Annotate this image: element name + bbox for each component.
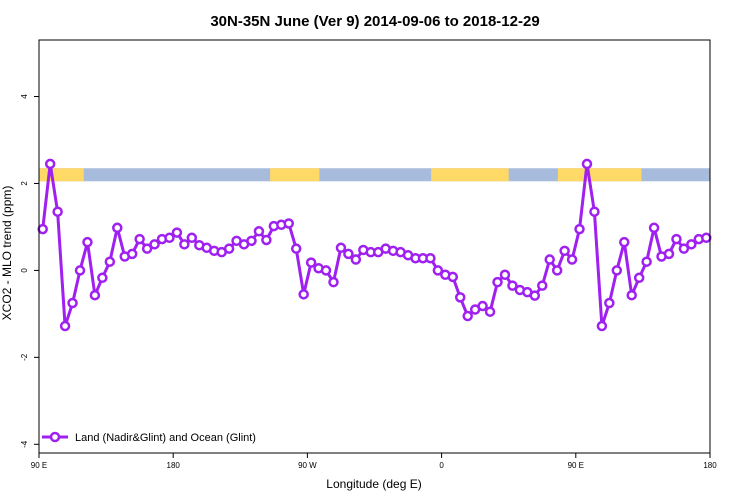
data-point <box>611 265 623 276</box>
data-point <box>253 226 265 237</box>
data-point <box>59 320 71 332</box>
ocean-band <box>39 168 710 182</box>
data-point <box>537 280 548 291</box>
data-point <box>604 297 615 309</box>
y-tick-label: -4 <box>20 440 29 448</box>
data-point <box>551 265 563 276</box>
data-point <box>529 290 541 301</box>
data-point <box>186 232 198 244</box>
data-point <box>454 292 466 303</box>
data-point <box>589 206 600 217</box>
land-band-segment <box>431 168 509 182</box>
data-point <box>619 236 630 248</box>
land-band-segment <box>39 168 84 182</box>
data-point <box>89 289 101 301</box>
x-tick-label: 90 E <box>31 461 47 470</box>
y-tick-label: 2 <box>20 181 29 186</box>
data-point <box>104 256 116 267</box>
y-axis-label: XCO2 - MLO trend (ppm) <box>0 186 14 321</box>
data-point <box>492 276 503 288</box>
data-point <box>701 232 712 244</box>
data-point <box>432 265 444 276</box>
data-point <box>305 257 317 268</box>
data-point <box>320 265 332 276</box>
data-point-group <box>37 158 712 332</box>
data-point <box>328 276 339 288</box>
plot-frame <box>38 39 711 454</box>
data-point <box>559 245 570 257</box>
data-point <box>52 206 63 217</box>
data-point <box>149 239 160 250</box>
data-point <box>97 272 108 284</box>
x-axis-label: Longitude (deg E) <box>326 477 421 491</box>
data-point <box>290 243 302 254</box>
data-point <box>134 233 145 245</box>
data-point <box>425 252 436 264</box>
data-point <box>350 254 362 265</box>
data-point <box>74 265 86 276</box>
data-point <box>544 254 555 265</box>
data-point <box>678 243 690 254</box>
data-point <box>499 269 511 281</box>
data-point <box>484 306 496 317</box>
land-band-segment <box>557 168 642 182</box>
x-tick-label: 90 E <box>568 461 584 470</box>
data-point <box>343 248 354 260</box>
data-point <box>44 158 56 170</box>
data-point <box>574 223 585 235</box>
x-tick-label: 0 <box>439 461 444 470</box>
data-point <box>633 272 645 284</box>
data-point <box>126 248 138 260</box>
data-point <box>671 233 682 245</box>
legend-entry: Land (Nadir&Glint) and Ocean (Glint) <box>75 432 256 444</box>
data-point <box>141 243 153 254</box>
data-point <box>335 242 347 254</box>
data-point <box>686 239 697 250</box>
data-point <box>298 289 309 300</box>
data-point <box>566 254 578 265</box>
data-point <box>477 300 488 312</box>
x-axis: 90 E 180 90 W 0 90 E 180 <box>31 453 717 470</box>
chart-title: 30N-35N June (Ver 9) 2014-09-06 to 2018-… <box>210 13 539 30</box>
data-point <box>82 236 93 248</box>
x-tick-label: 180 <box>167 461 181 470</box>
land-band-segment <box>270 168 320 182</box>
data-point <box>112 222 123 234</box>
data-point <box>663 248 675 260</box>
y-tick-label: -2 <box>20 353 29 361</box>
legend-marker <box>49 431 61 443</box>
y-axis: -4 -2 0 2 4 <box>20 94 39 448</box>
surface-band <box>39 168 710 182</box>
data-point <box>648 222 660 234</box>
data-point <box>641 256 652 267</box>
data-point <box>171 227 183 238</box>
x-tick-label: 180 <box>703 461 717 470</box>
data-point <box>179 239 190 250</box>
legend: Land (Nadir&Glint) and Ocean (Glint) <box>42 431 256 444</box>
data-point <box>164 232 175 244</box>
data-point <box>37 223 48 235</box>
data-point <box>581 158 593 170</box>
y-tick-label: 4 <box>20 94 29 99</box>
data-point <box>223 243 235 254</box>
data-point <box>447 271 459 283</box>
data-point <box>67 297 78 309</box>
data-point <box>261 234 272 246</box>
data-point <box>507 280 518 291</box>
y-tick-label: 0 <box>20 268 29 273</box>
x-tick-label: 90 W <box>298 461 317 470</box>
data-point <box>462 310 473 322</box>
data-point <box>246 235 257 247</box>
data-point <box>596 320 608 332</box>
data-point <box>626 289 637 301</box>
data-point <box>283 218 295 229</box>
